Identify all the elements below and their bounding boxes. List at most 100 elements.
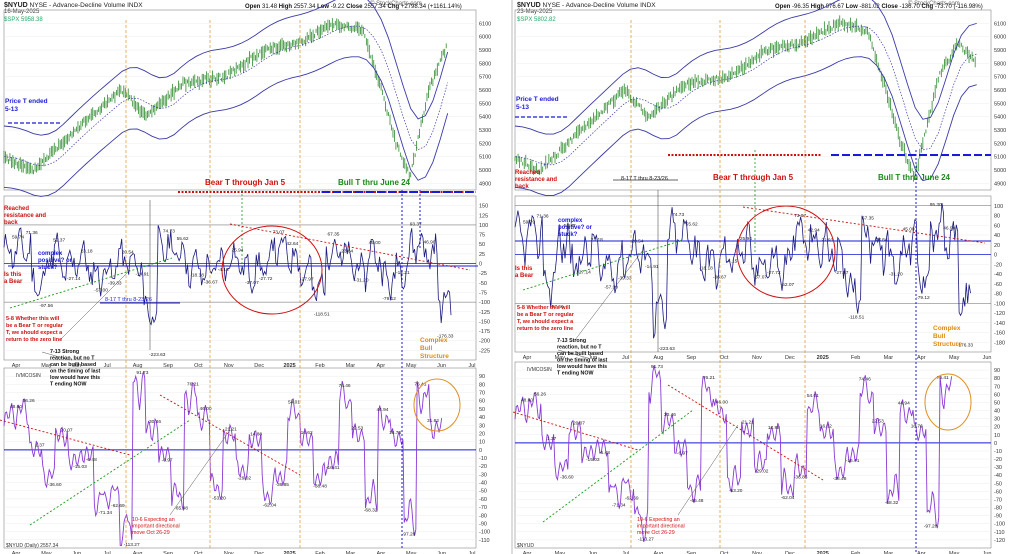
- indicator-bear-trendline: [513, 411, 639, 451]
- moving-average-line: [3, 25, 449, 167]
- chart-header: $NYUD NYSE - Advance-Decline Volume INDX…: [517, 2, 656, 15]
- x-tick-label: Apr: [377, 551, 386, 554]
- y-tick-label: -70: [479, 505, 487, 511]
- indicator-data-label: -65.48: [690, 498, 704, 504]
- y-tick-label: 70: [994, 384, 1000, 390]
- annotation-resistance: Reached: [515, 170, 540, 176]
- oscillator-data-label: 23.64: [875, 237, 887, 243]
- oscillator-data-label: 52.37: [53, 237, 65, 243]
- y-tick-label: -50: [994, 481, 1002, 487]
- oscillator-data-label: 25.94: [740, 236, 752, 242]
- y-tick-label: -70: [994, 497, 1002, 503]
- oscillator-data-label: 45.00: [369, 240, 381, 246]
- indicator-data-label: 74.46: [339, 383, 351, 389]
- annotation-resistance: resistance and: [515, 177, 557, 183]
- annotation-bull-structure: Structure: [420, 353, 449, 360]
- annotation-5-8: T, we should expect a: [6, 330, 63, 336]
- x-tick-label: Jul: [468, 363, 475, 369]
- indicator-data-label: 30.46: [149, 419, 161, 425]
- y-tick-label: 5600: [994, 88, 1006, 94]
- y-tick-label: -100: [994, 522, 1005, 528]
- y-tick-label: 5400: [479, 115, 491, 121]
- x-tick-label: Oct: [194, 551, 203, 554]
- x-tick-label: Feb: [315, 551, 324, 554]
- ohlc-readout: Open -96.35 High 976.67 Low -881.02 Clos…: [775, 4, 983, 10]
- indicator-data-label: -36.85: [794, 475, 808, 481]
- annotation-complex: positive? or: [38, 258, 73, 264]
- annotation-5-8: be a Bear T or regular: [517, 312, 575, 318]
- chart-panel-left: $NYUD NYSE - Advance-Decline Volume INDX…: [0, 0, 511, 554]
- bottom-legend: $NYUD (Daily) 2557.34: [6, 543, 58, 549]
- oscillator-data-label: -39.33: [108, 281, 122, 287]
- oscillator-data-label: -57.00: [604, 284, 618, 290]
- x-tick-label: May: [406, 551, 417, 554]
- y-tick-label: -150: [479, 319, 490, 325]
- annotation-10-6: move Oct 26-29: [637, 530, 675, 536]
- x-tick-label: 2025: [817, 355, 829, 361]
- annotation-10-6: important directional: [132, 524, 180, 530]
- indicator-data-label: 20.07: [61, 427, 73, 433]
- annotation-complex: stuck?: [38, 265, 58, 271]
- indicator-data-label: -29.02: [755, 468, 769, 474]
- annotation-10-6: move Oct 26-29: [132, 530, 170, 536]
- oscillator-data-label: 74.73: [163, 229, 175, 235]
- oscillator-data-label: -52.07: [781, 282, 795, 288]
- annotation-is-bear: a Bear: [4, 279, 23, 285]
- annotation-resistance: resistance and: [4, 213, 46, 219]
- oscillator-data-label: 23.18: [591, 237, 603, 243]
- y-tick-label: -50: [479, 489, 487, 495]
- x-tick-label: Apr: [917, 355, 926, 361]
- annotation-complex: positive? or: [558, 225, 593, 231]
- lower-envelope-line: [514, 56, 977, 196]
- x-tick-label: Apr: [523, 355, 532, 361]
- y-tick-label: 50: [479, 407, 485, 413]
- annotation-price-t: 5-13: [516, 104, 529, 111]
- indicator-data-label: -53.20: [729, 488, 743, 494]
- indicator-data-label: -97.28: [402, 531, 416, 537]
- symbol: $NYUD: [4, 2, 28, 9]
- indicator-data-label: 48.60: [10, 404, 22, 410]
- x-tick-label: Jun: [983, 551, 992, 554]
- y-tick-label: 5500: [994, 101, 1006, 107]
- indicator-data-label: 16.76: [389, 430, 401, 436]
- oscillator-data-label: 52.37: [564, 223, 576, 229]
- y-tick-label: -10: [479, 456, 487, 462]
- indicator-data-label: 44.94: [376, 407, 388, 413]
- y-tick-label: -50: [479, 281, 487, 287]
- annotation-5-8: 5-8 Whether this will: [517, 305, 571, 311]
- y-tick-label: -120: [994, 538, 1005, 544]
- y-tick-label: 10: [479, 440, 485, 446]
- x-tick-label: Mar: [884, 551, 894, 554]
- y-tick-label: -20: [994, 262, 1002, 268]
- oscillator-data-label: -31.20: [355, 278, 369, 284]
- indicator-data-label: -16.41: [326, 465, 340, 471]
- x-tick-label: 2025: [817, 551, 829, 554]
- oscillator-data-label: -27.72: [259, 276, 273, 282]
- y-tick-label: 10: [994, 433, 1000, 439]
- indicator-data-label: -6.48: [86, 457, 97, 463]
- annotation-price-t: Price T ended: [516, 96, 559, 103]
- y-tick-label: -60: [479, 497, 487, 503]
- annotation-bull-structure: Complex: [933, 325, 961, 332]
- callout-line: [574, 249, 644, 341]
- indicator-data-label: -97.28: [924, 524, 938, 530]
- indicator-data-label: -16.41: [846, 458, 860, 464]
- oscillator-data-label: -14.91: [645, 264, 659, 270]
- oscillator-data-label: 67.35: [327, 232, 339, 238]
- y-tick-label: -60: [994, 489, 1002, 495]
- y-tick-label: 0: [994, 441, 997, 447]
- annotation-bull-t: Bull T thru June 24: [338, 178, 411, 187]
- x-tick-label: Jun: [72, 551, 81, 554]
- annotation-is-bear: Is this: [515, 266, 533, 272]
- oscillator-data-label: 55.62: [177, 236, 189, 242]
- y-tick-label: 90: [994, 368, 1000, 374]
- x-tick-label: May: [41, 551, 52, 554]
- oscillator-data-label: 93.37: [410, 221, 422, 227]
- oscillator-data-label: -27.97: [835, 270, 849, 276]
- indicator-data-label: 54.01: [807, 393, 819, 399]
- indicator-data-label: 74.46: [859, 377, 871, 383]
- indicator-data-label: -6.97: [162, 458, 173, 464]
- y-tick-label: 30: [994, 417, 1000, 423]
- y-tick-label: 90: [479, 374, 485, 380]
- bear-circle: [736, 205, 836, 299]
